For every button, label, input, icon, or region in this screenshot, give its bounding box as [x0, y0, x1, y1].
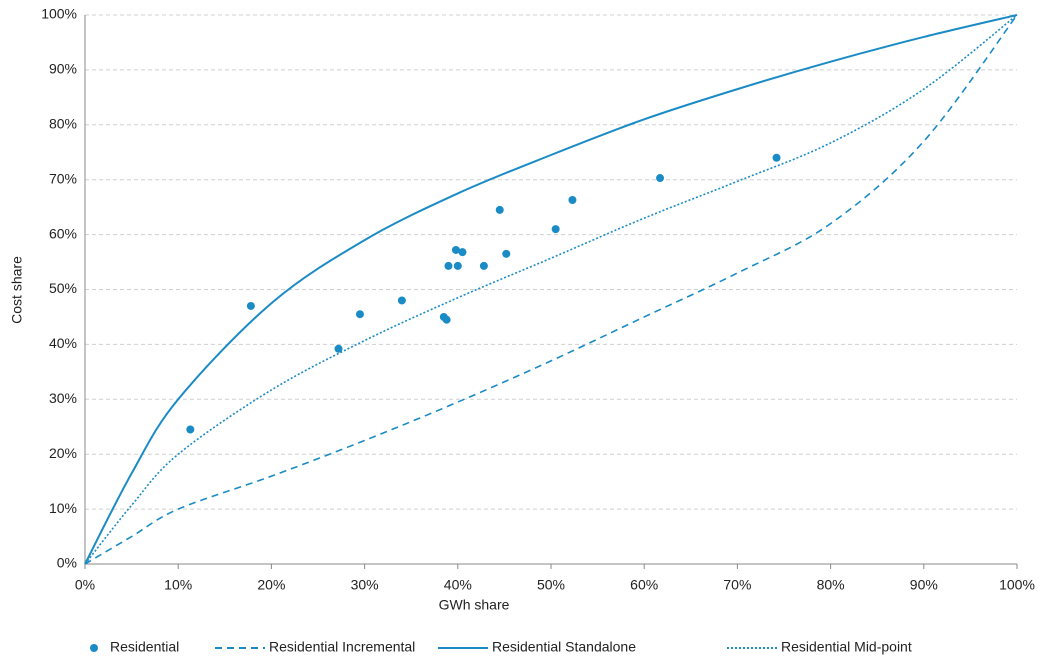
- y-tick-label: 0%: [57, 555, 77, 571]
- point: [246, 301, 255, 310]
- y-tick-label: 90%: [49, 61, 77, 77]
- line: [84, 14, 1018, 565]
- legend-label: Residential: [110, 639, 179, 655]
- y-tick-label: 100%: [41, 6, 77, 22]
- y-tick-label: 60%: [49, 225, 77, 241]
- x-tick-label: 40%: [444, 577, 472, 593]
- x-tick-label: 50%: [537, 577, 565, 593]
- x-tick-label: 20%: [257, 577, 285, 593]
- y-tick-label: 40%: [49, 335, 77, 351]
- x-tick-label: 100%: [999, 577, 1035, 593]
- y-tick-label: 80%: [49, 116, 77, 132]
- x-tick-label: 10%: [164, 577, 192, 593]
- line: [84, 14, 1018, 565]
- point: [551, 225, 560, 234]
- x-tick-label: 70%: [723, 577, 751, 593]
- legend-label: Residential Mid-point: [781, 639, 912, 655]
- point: [479, 261, 488, 270]
- y-tick-label: 70%: [49, 170, 77, 186]
- y-tick-label: 20%: [49, 445, 77, 461]
- point: [453, 261, 462, 270]
- point: [355, 310, 364, 319]
- point: [397, 296, 406, 305]
- line: [84, 14, 1018, 565]
- point: [568, 196, 577, 205]
- point: [444, 261, 453, 270]
- point: [656, 174, 665, 183]
- point: [495, 205, 504, 214]
- x-tick-label: 30%: [351, 577, 379, 593]
- y-tick-label: 10%: [49, 500, 77, 516]
- legend-label: Residential Standalone: [492, 639, 636, 655]
- x-tick-label: 90%: [910, 577, 938, 593]
- point: [458, 248, 467, 257]
- point: [334, 344, 343, 353]
- x-tick-label: 60%: [630, 577, 658, 593]
- x-axis-label: GWh share: [439, 597, 510, 613]
- legend-marker: [90, 644, 98, 652]
- y-tick-label: 30%: [49, 390, 77, 406]
- y-tick-label: 50%: [49, 280, 77, 296]
- point: [502, 249, 511, 258]
- point: [186, 425, 195, 434]
- x-tick-label: 0%: [75, 577, 95, 593]
- point: [451, 245, 460, 254]
- x-tick-label: 80%: [817, 577, 845, 593]
- point: [442, 315, 451, 324]
- legend-label: Residential Incremental: [269, 639, 415, 655]
- point: [772, 153, 781, 162]
- y-axis-label: Cost share: [9, 256, 25, 324]
